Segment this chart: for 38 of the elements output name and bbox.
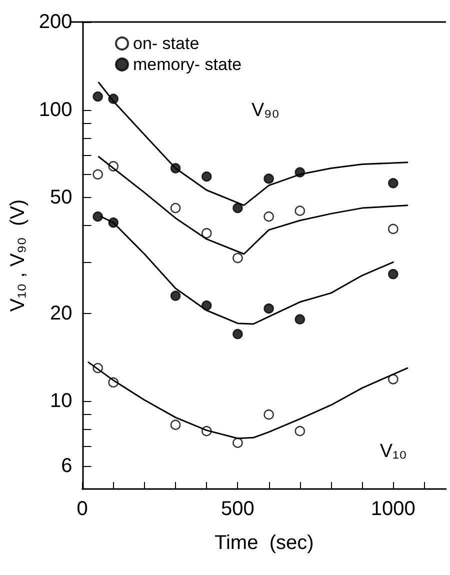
point	[388, 178, 398, 188]
point	[294, 314, 306, 324]
point	[232, 252, 243, 264]
point	[92, 211, 103, 222]
point	[92, 169, 103, 180]
point	[294, 426, 306, 436]
point	[264, 211, 274, 222]
point	[388, 268, 398, 280]
point	[264, 174, 274, 184]
y-tick-label: 10	[50, 390, 72, 412]
point	[294, 206, 306, 216]
point	[232, 202, 243, 214]
legend-label: memory- state	[133, 55, 242, 74]
point	[170, 290, 181, 301]
y-tick-label: 100	[38, 98, 72, 121]
point	[264, 303, 274, 314]
point	[388, 374, 398, 384]
y-tick-label: 20	[50, 302, 72, 324]
point	[232, 438, 243, 448]
y-tick-label: 6	[61, 454, 72, 477]
annotation: V₁₀	[380, 441, 407, 462]
x-tick-label: 1000	[370, 498, 416, 520]
y-axis-title: V₁₀ , V₉₀ (V)	[7, 199, 29, 312]
point	[170, 202, 181, 214]
point	[92, 91, 103, 102]
y-tick-label: 50	[50, 186, 72, 208]
point	[388, 224, 398, 234]
annotation: V₉₀	[251, 100, 280, 122]
y-tick-label: 200	[38, 11, 72, 33]
x-axis-title: Time (sec)	[214, 532, 314, 554]
point	[232, 328, 243, 340]
x-tick-label: 0	[76, 498, 88, 520]
point	[201, 171, 212, 182]
point	[170, 420, 181, 430]
point	[201, 228, 212, 238]
point	[264, 409, 274, 420]
legend-label: on- state	[133, 34, 200, 53]
x-tick-label: 500	[221, 498, 254, 520]
